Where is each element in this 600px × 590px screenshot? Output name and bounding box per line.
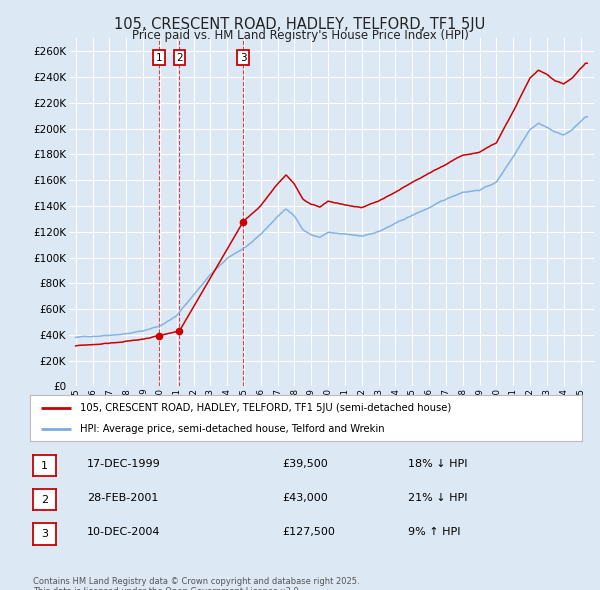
Text: 10-DEC-2004: 10-DEC-2004 [87,527,161,537]
Text: 105, CRESCENT ROAD, HADLEY, TELFORD, TF1 5JU (semi-detached house): 105, CRESCENT ROAD, HADLEY, TELFORD, TF1… [80,403,451,413]
Text: 1: 1 [41,461,48,470]
Text: 2: 2 [41,495,48,504]
Text: 1: 1 [156,53,163,63]
Text: HPI: Average price, semi-detached house, Telford and Wrekin: HPI: Average price, semi-detached house,… [80,424,385,434]
Text: £127,500: £127,500 [282,527,335,537]
Text: 28-FEB-2001: 28-FEB-2001 [87,493,158,503]
Text: Contains HM Land Registry data © Crown copyright and database right 2025.
This d: Contains HM Land Registry data © Crown c… [33,577,359,590]
Text: 21% ↓ HPI: 21% ↓ HPI [408,493,467,503]
Text: 9% ↑ HPI: 9% ↑ HPI [408,527,461,537]
Text: 3: 3 [240,53,247,63]
Text: 105, CRESCENT ROAD, HADLEY, TELFORD, TF1 5JU: 105, CRESCENT ROAD, HADLEY, TELFORD, TF1… [115,17,485,31]
Text: 18% ↓ HPI: 18% ↓ HPI [408,459,467,468]
Text: 17-DEC-1999: 17-DEC-1999 [87,459,161,468]
Text: 2: 2 [176,53,183,63]
Text: 3: 3 [41,529,48,539]
Text: Price paid vs. HM Land Registry's House Price Index (HPI): Price paid vs. HM Land Registry's House … [131,29,469,42]
Text: £43,000: £43,000 [282,493,328,503]
Text: £39,500: £39,500 [282,459,328,468]
